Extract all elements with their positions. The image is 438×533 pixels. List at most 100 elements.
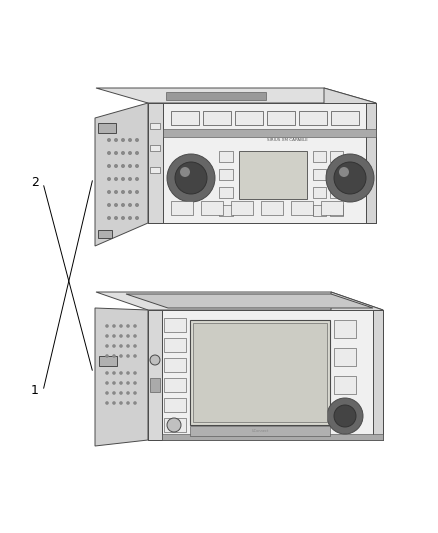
- Circle shape: [112, 344, 116, 348]
- Circle shape: [107, 138, 111, 142]
- Text: 2: 2: [31, 176, 39, 190]
- Circle shape: [128, 203, 132, 207]
- Polygon shape: [95, 103, 148, 246]
- Circle shape: [128, 177, 132, 181]
- Circle shape: [135, 216, 139, 220]
- Circle shape: [135, 190, 139, 194]
- Circle shape: [121, 151, 125, 155]
- Bar: [261, 201, 283, 215]
- Polygon shape: [126, 294, 373, 308]
- Circle shape: [180, 167, 190, 177]
- Circle shape: [126, 354, 130, 358]
- Circle shape: [112, 371, 116, 375]
- Bar: [334, 376, 356, 394]
- Circle shape: [105, 401, 109, 405]
- Circle shape: [114, 203, 118, 207]
- Bar: [163, 129, 376, 137]
- Bar: [148, 103, 163, 223]
- Circle shape: [126, 324, 130, 328]
- Bar: [148, 310, 383, 440]
- Bar: [171, 111, 199, 125]
- Circle shape: [133, 324, 137, 328]
- Bar: [239, 151, 307, 199]
- Bar: [330, 187, 343, 198]
- Circle shape: [107, 177, 111, 181]
- Circle shape: [327, 398, 363, 434]
- Circle shape: [119, 381, 123, 385]
- Bar: [330, 169, 343, 180]
- Circle shape: [121, 216, 125, 220]
- Bar: [164, 338, 186, 352]
- Circle shape: [133, 344, 137, 348]
- Circle shape: [126, 401, 130, 405]
- Circle shape: [105, 391, 109, 395]
- Bar: [193, 323, 327, 422]
- Circle shape: [175, 162, 207, 194]
- Bar: [235, 111, 263, 125]
- Bar: [150, 167, 160, 173]
- Bar: [219, 151, 233, 162]
- Bar: [99, 356, 117, 366]
- Circle shape: [114, 138, 118, 142]
- Circle shape: [105, 334, 109, 338]
- Circle shape: [105, 344, 109, 348]
- Bar: [150, 378, 160, 392]
- Polygon shape: [95, 308, 148, 446]
- Bar: [330, 205, 343, 216]
- Bar: [171, 201, 193, 215]
- Circle shape: [126, 344, 130, 348]
- Circle shape: [112, 324, 116, 328]
- Circle shape: [121, 203, 125, 207]
- Circle shape: [133, 391, 137, 395]
- Circle shape: [326, 154, 374, 202]
- Circle shape: [167, 154, 215, 202]
- Bar: [190, 426, 330, 436]
- Circle shape: [133, 354, 137, 358]
- Circle shape: [119, 344, 123, 348]
- Bar: [164, 358, 186, 372]
- Circle shape: [135, 151, 139, 155]
- Circle shape: [119, 324, 123, 328]
- Circle shape: [105, 354, 109, 358]
- Circle shape: [114, 151, 118, 155]
- Circle shape: [119, 401, 123, 405]
- Bar: [203, 111, 231, 125]
- Bar: [164, 398, 186, 412]
- Circle shape: [334, 405, 356, 427]
- Bar: [98, 123, 116, 133]
- Bar: [313, 205, 326, 216]
- Bar: [148, 310, 162, 440]
- Circle shape: [112, 354, 116, 358]
- Text: SIRIUS XM CAPABLE: SIRIUS XM CAPABLE: [267, 138, 308, 142]
- Circle shape: [334, 162, 366, 194]
- Bar: [331, 111, 359, 125]
- Bar: [150, 123, 160, 129]
- Text: 1: 1: [31, 384, 39, 398]
- Circle shape: [112, 391, 116, 395]
- Circle shape: [112, 381, 116, 385]
- Bar: [150, 145, 160, 151]
- Bar: [190, 320, 330, 425]
- Circle shape: [128, 190, 132, 194]
- Bar: [219, 205, 233, 216]
- Circle shape: [114, 164, 118, 168]
- Circle shape: [114, 190, 118, 194]
- Bar: [219, 187, 233, 198]
- Circle shape: [133, 401, 137, 405]
- Circle shape: [128, 164, 132, 168]
- Bar: [330, 151, 343, 162]
- Circle shape: [121, 190, 125, 194]
- Bar: [162, 434, 383, 440]
- Bar: [313, 169, 326, 180]
- Polygon shape: [96, 88, 376, 103]
- Polygon shape: [331, 292, 383, 440]
- Circle shape: [119, 354, 123, 358]
- Circle shape: [128, 216, 132, 220]
- Circle shape: [112, 401, 116, 405]
- Circle shape: [119, 391, 123, 395]
- Circle shape: [119, 334, 123, 338]
- Bar: [299, 111, 327, 125]
- Bar: [164, 378, 186, 392]
- Circle shape: [133, 334, 137, 338]
- Circle shape: [126, 334, 130, 338]
